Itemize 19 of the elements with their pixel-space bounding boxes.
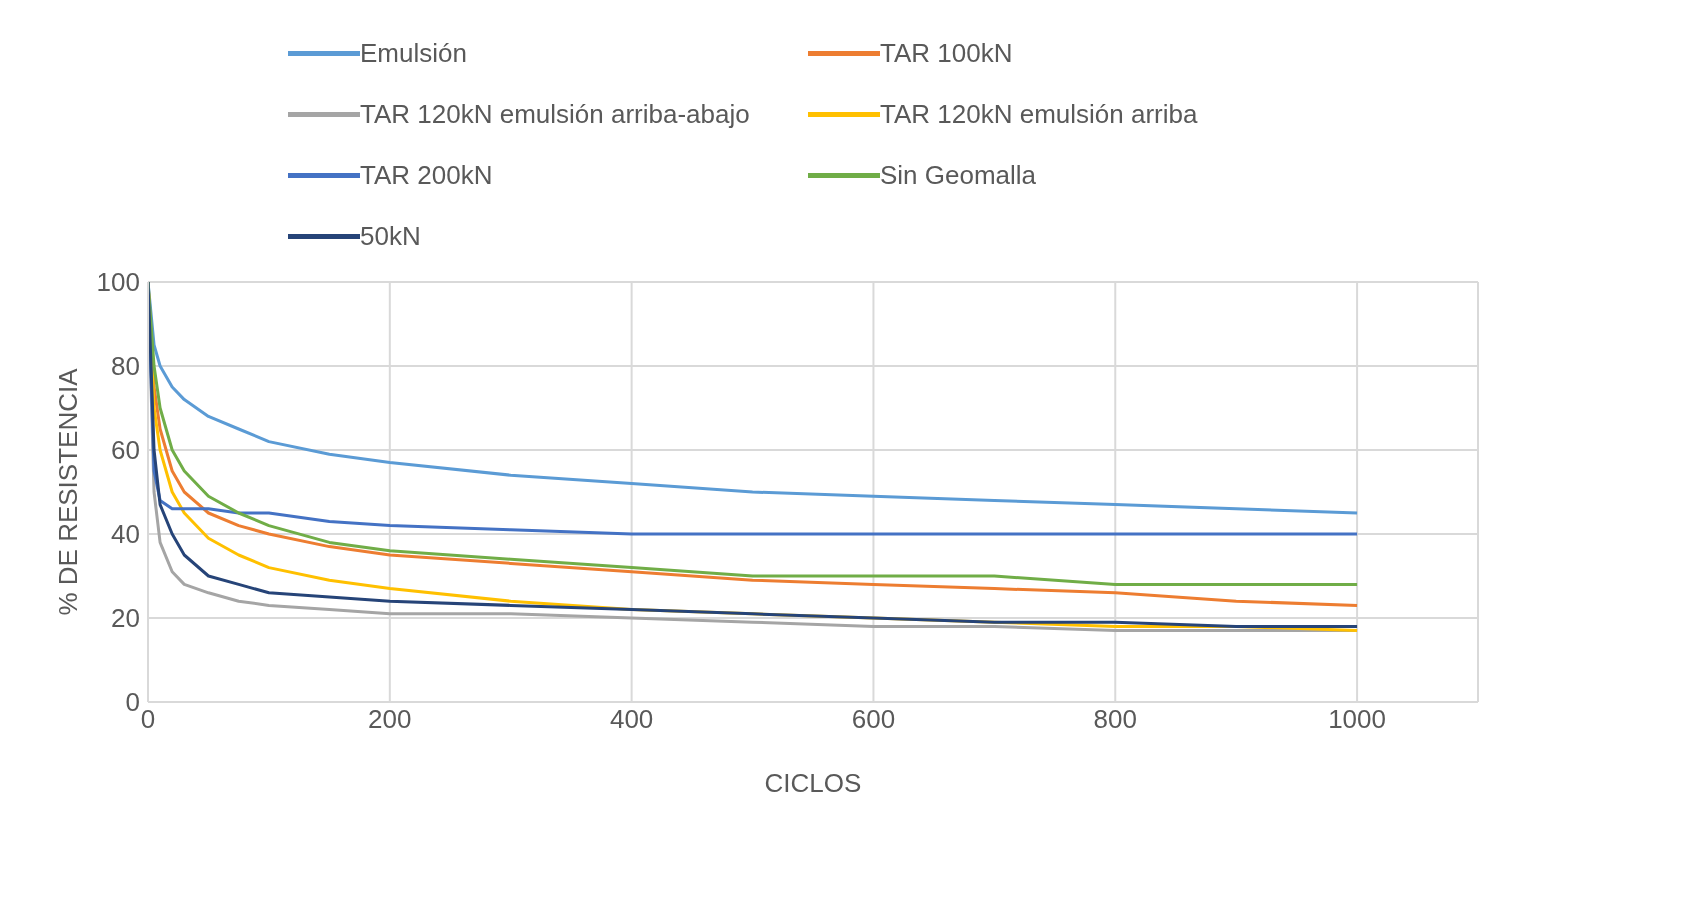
legend-label: Sin Geomalla — [880, 160, 1037, 191]
y-tick-label: 100 — [96, 267, 140, 298]
x-axis-title: CICLOS — [764, 768, 862, 798]
legend-label: Emulsión — [360, 38, 467, 69]
x-tick-label: 600 — [851, 704, 896, 735]
x-tick-label: 1000 — [1328, 704, 1387, 735]
legend-label: TAR 120kN emulsión arriba-abajo — [360, 99, 750, 130]
y-tick-label: 20 — [111, 603, 140, 634]
x-tick-label: 400 — [609, 704, 654, 735]
legend-label: TAR 200kN — [360, 160, 493, 191]
x-tick-label: 800 — [1093, 704, 1137, 735]
legend-label: TAR 120kN emulsión arriba — [880, 99, 1198, 130]
legend-label: 50kN — [360, 221, 421, 252]
x-tick-label: 200 — [368, 704, 412, 735]
y-tick-label: 40 — [111, 519, 140, 550]
legend-label: TAR 100kN — [880, 38, 1013, 69]
y-axis-title: % DE RESISTENCIA — [53, 367, 84, 616]
y-tick-label: 60 — [111, 435, 140, 466]
y-tick-label: 80 — [111, 351, 140, 382]
